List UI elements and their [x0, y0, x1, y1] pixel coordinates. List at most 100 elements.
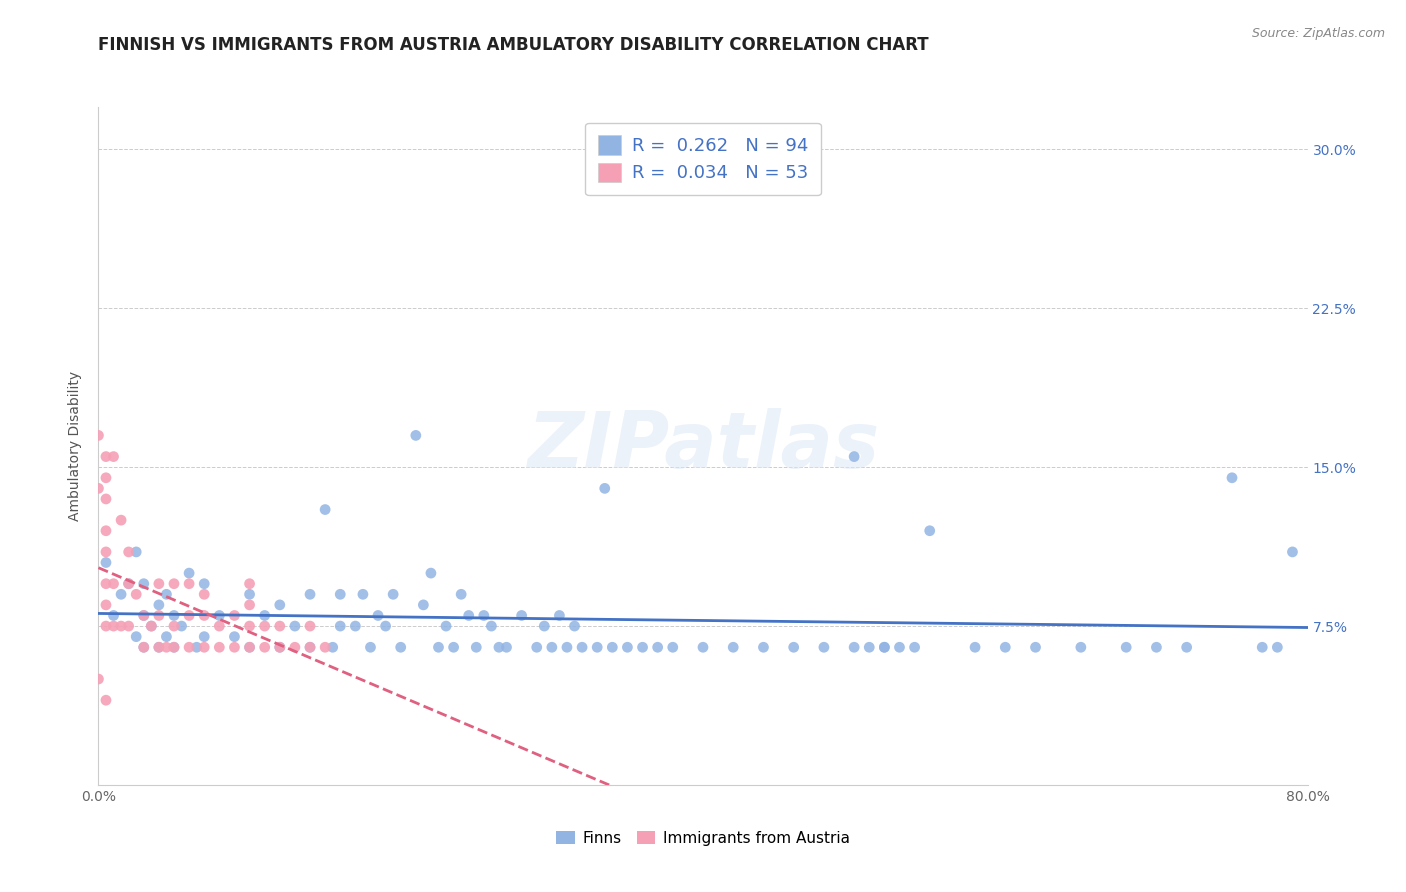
- Point: [873, 640, 896, 655]
- Point: [844, 450, 866, 464]
- Point: [103, 619, 125, 633]
- Point: [239, 640, 262, 655]
- Point: [253, 640, 276, 655]
- Point: [752, 640, 775, 655]
- Point: [540, 640, 562, 655]
- Point: [284, 640, 307, 655]
- Point: [148, 640, 170, 655]
- Point: [125, 630, 148, 644]
- Point: [299, 640, 322, 655]
- Point: [186, 640, 208, 655]
- Point: [253, 608, 276, 623]
- Point: [163, 619, 186, 633]
- Point: [239, 587, 262, 601]
- Point: [132, 576, 155, 591]
- Legend: Finns, Immigrants from Austria: Finns, Immigrants from Austria: [550, 824, 856, 852]
- Point: [163, 640, 186, 655]
- Point: [1175, 640, 1198, 655]
- Point: [889, 640, 911, 655]
- Point: [148, 608, 170, 623]
- Point: [647, 640, 669, 655]
- Point: [179, 576, 201, 591]
- Point: [299, 619, 322, 633]
- Point: [533, 619, 555, 633]
- Point: [193, 630, 215, 644]
- Point: [208, 619, 231, 633]
- Point: [118, 619, 141, 633]
- Point: [239, 640, 262, 655]
- Point: [616, 640, 638, 655]
- Point: [253, 619, 276, 633]
- Point: [125, 587, 148, 601]
- Point: [555, 640, 578, 655]
- Point: [125, 545, 148, 559]
- Point: [344, 619, 367, 633]
- Point: [1070, 640, 1092, 655]
- Point: [94, 471, 117, 485]
- Point: [103, 608, 125, 623]
- Point: [1267, 640, 1289, 655]
- Point: [389, 640, 412, 655]
- Text: ZIPatlas: ZIPatlas: [527, 408, 879, 484]
- Point: [593, 482, 616, 496]
- Text: FINNISH VS IMMIGRANTS FROM AUSTRIA AMBULATORY DISABILITY CORRELATION CHART: FINNISH VS IMMIGRANTS FROM AUSTRIA AMBUL…: [98, 36, 929, 54]
- Point: [87, 428, 110, 442]
- Point: [269, 640, 291, 655]
- Point: [239, 598, 262, 612]
- Point: [457, 608, 479, 623]
- Point: [465, 640, 488, 655]
- Point: [141, 619, 163, 633]
- Point: [193, 587, 215, 601]
- Point: [155, 640, 177, 655]
- Point: [495, 640, 517, 655]
- Point: [965, 640, 987, 655]
- Point: [382, 587, 405, 601]
- Point: [443, 640, 465, 655]
- Point: [94, 491, 117, 506]
- Point: [103, 450, 125, 464]
- Point: [118, 576, 141, 591]
- Point: [631, 640, 654, 655]
- Point: [904, 640, 927, 655]
- Point: [813, 640, 835, 655]
- Point: [193, 640, 215, 655]
- Point: [163, 608, 186, 623]
- Point: [94, 576, 117, 591]
- Point: [208, 640, 231, 655]
- Point: [1024, 640, 1046, 655]
- Point: [269, 640, 291, 655]
- Point: [412, 598, 434, 612]
- Point: [148, 640, 170, 655]
- Point: [94, 619, 117, 633]
- Point: [405, 428, 427, 442]
- Point: [329, 619, 352, 633]
- Point: [526, 640, 548, 655]
- Point: [918, 524, 941, 538]
- Point: [269, 598, 291, 612]
- Point: [148, 576, 170, 591]
- Point: [434, 619, 457, 633]
- Point: [224, 608, 246, 623]
- Point: [132, 608, 155, 623]
- Point: [723, 640, 745, 655]
- Point: [299, 640, 322, 655]
- Point: [94, 693, 117, 707]
- Point: [179, 566, 201, 581]
- Point: [564, 619, 586, 633]
- Text: Source: ZipAtlas.com: Source: ZipAtlas.com: [1251, 27, 1385, 40]
- Point: [155, 587, 177, 601]
- Point: [420, 566, 443, 581]
- Point: [314, 640, 336, 655]
- Point: [314, 502, 336, 516]
- Point: [118, 576, 141, 591]
- Point: [239, 576, 262, 591]
- Point: [374, 619, 396, 633]
- Point: [1220, 471, 1243, 485]
- Point: [87, 672, 110, 686]
- Point: [844, 640, 866, 655]
- Point: [94, 545, 117, 559]
- Point: [239, 619, 262, 633]
- Point: [858, 640, 880, 655]
- Point: [1251, 640, 1274, 655]
- Point: [132, 640, 155, 655]
